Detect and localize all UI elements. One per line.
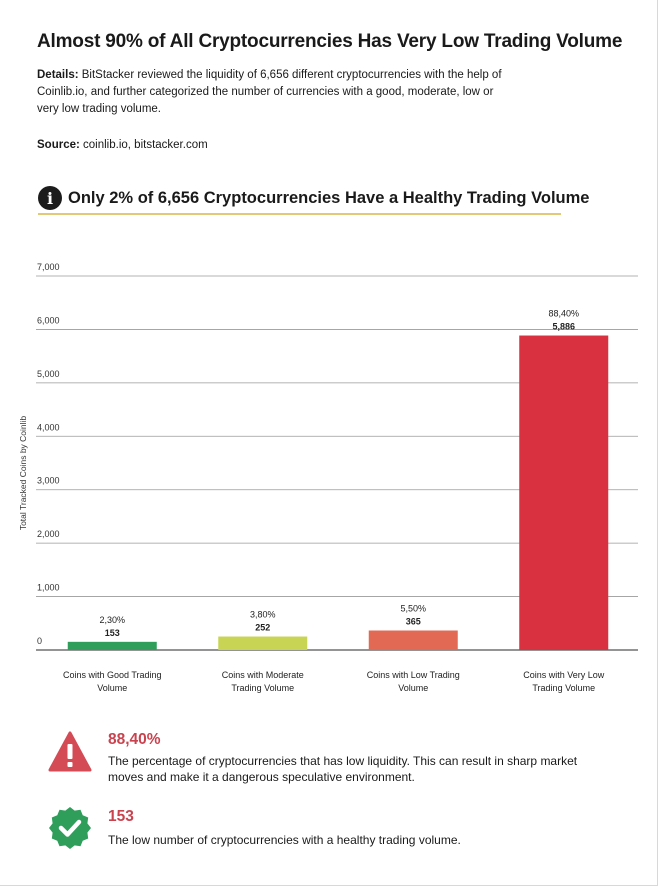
y-axis-label: Total Tracked Coins by Coinlib: [18, 416, 28, 531]
bar: [519, 335, 609, 650]
bar-percent-label: 88,40%: [548, 309, 579, 319]
source-line: Source: coinlib.io, bitstacker.com: [37, 139, 208, 151]
callout-text: The percentage of cryptocurrencies that …: [108, 754, 578, 784]
x-category-label: Coins with Good Trading: [63, 670, 162, 680]
chart-subheading-text: Only 2% of 6,656 Cryptocurrencies Have a…: [68, 188, 590, 207]
bar-value-label: 153: [105, 628, 120, 638]
y-tick-label: 2,000: [37, 529, 60, 539]
y-tick-label: 1,000: [37, 583, 60, 593]
x-category-label: Trading Volume: [532, 683, 595, 693]
warning-icon: [48, 731, 92, 772]
bar-chart: 0 1,000 2,000 3,000 4,000 5,000 6,000 7,000 Tota…: [18, 262, 638, 693]
info-icon: i: [38, 186, 62, 210]
y-tick-label: 0: [37, 636, 42, 646]
y-tick-label: 7,000: [37, 262, 60, 272]
x-category-label: Coins with Moderate: [222, 670, 304, 680]
details-text: BitStacker reviewed the liquidity of 6,6…: [37, 69, 502, 115]
bar-percent-label: 3,80%: [250, 610, 276, 620]
bar-value-label: 5,886: [552, 322, 575, 332]
x-category-label: Trading Volume: [231, 683, 294, 693]
bar-percent-label: 5,50%: [400, 603, 426, 613]
source-text: coinlib.io, bitstacker.com: [83, 139, 208, 151]
source-label: Source:: [37, 139, 80, 151]
check-badge-icon: [49, 807, 91, 849]
x-category-label: Coins with Low Trading: [367, 670, 460, 680]
callout-value: 88,40%: [108, 731, 161, 748]
bar-value-label: 365: [406, 616, 421, 626]
bar: [368, 630, 458, 650]
x-category-label: Coins with Very Low: [523, 670, 605, 680]
y-tick-label: 3,000: [37, 476, 60, 486]
y-tick-label: 5,000: [37, 369, 60, 379]
bar: [218, 636, 308, 650]
bar: [67, 641, 157, 650]
x-category-label: Volume: [398, 683, 428, 693]
callout-text: The low number of cryptocurrencies with …: [108, 833, 461, 847]
details-paragraph: Details: BitStacker reviewed the liquidi…: [37, 67, 507, 118]
bar-percent-label: 2,30%: [99, 615, 125, 625]
details-label: Details:: [37, 69, 79, 81]
subheading-underline: [38, 213, 561, 215]
page-title: Almost 90% of All Cryptocurrencies Has V…: [37, 31, 623, 52]
callout-value: 153: [108, 808, 134, 825]
x-category-label: Volume: [97, 683, 127, 693]
y-tick-label: 4,000: [37, 422, 60, 432]
bar-value-label: 252: [255, 623, 270, 633]
chart-subheading: i Only 2% of 6,656 Cryptocurrencies Have…: [38, 184, 589, 212]
y-tick-label: 6,000: [37, 315, 60, 325]
